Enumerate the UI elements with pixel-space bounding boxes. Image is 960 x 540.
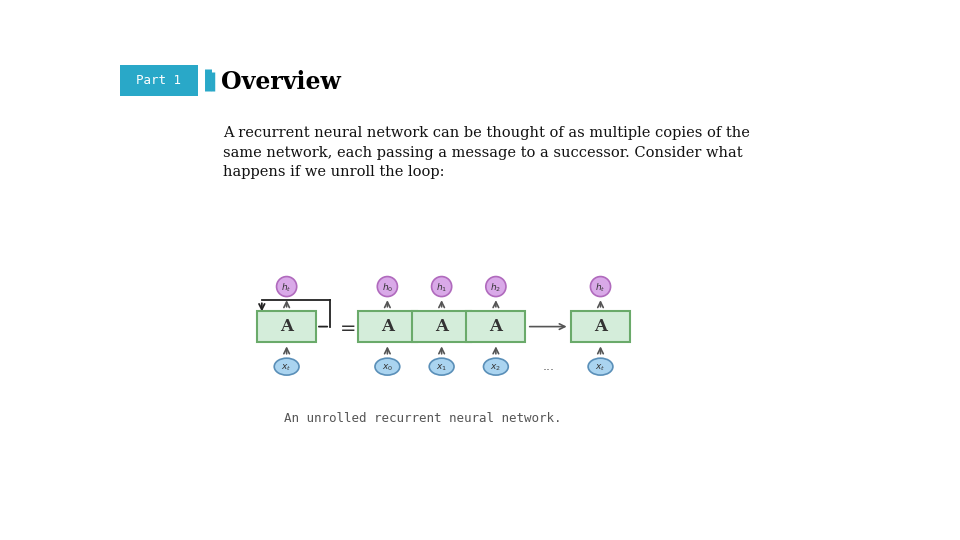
Ellipse shape	[377, 276, 397, 296]
Ellipse shape	[276, 276, 297, 296]
Bar	[358, 311, 417, 342]
Text: Overview: Overview	[221, 70, 341, 94]
Bar	[412, 311, 471, 342]
Text: $x_{1}$: $x_{1}$	[436, 362, 447, 373]
Ellipse shape	[590, 276, 611, 296]
Text: ...: ...	[542, 360, 555, 373]
Text: =: =	[341, 319, 357, 338]
Text: Part 1: Part 1	[136, 73, 181, 87]
Text: $x_{t}$: $x_{t}$	[595, 362, 606, 373]
Ellipse shape	[432, 276, 452, 296]
Text: $x_{2}$: $x_{2}$	[491, 362, 501, 373]
Text: $h_{1}$: $h_{1}$	[436, 281, 447, 294]
Bar	[257, 311, 316, 342]
Ellipse shape	[484, 358, 508, 375]
Ellipse shape	[486, 276, 506, 296]
Bar	[120, 65, 198, 96]
Text: $h_{t}$: $h_{t}$	[595, 281, 606, 294]
Ellipse shape	[375, 358, 399, 375]
Text: $h_{t}$: $h_{t}$	[281, 281, 292, 294]
Ellipse shape	[429, 358, 454, 375]
Text: $x_{t}$: $x_{t}$	[281, 362, 292, 373]
Text: $h_{0}$: $h_{0}$	[382, 281, 393, 294]
Text: $x_{0}$: $x_{0}$	[382, 362, 393, 373]
Text: A: A	[280, 318, 293, 335]
Text: A: A	[381, 318, 394, 335]
Text: A: A	[435, 318, 448, 335]
Text: $h_{2}$: $h_{2}$	[491, 281, 501, 294]
Ellipse shape	[588, 358, 612, 375]
Ellipse shape	[275, 358, 299, 375]
Text: An unrolled recurrent neural network.: An unrolled recurrent neural network.	[283, 413, 561, 426]
Bar	[571, 311, 630, 342]
Bar	[467, 311, 525, 342]
Text: A: A	[594, 318, 607, 335]
Text: A: A	[490, 318, 502, 335]
Text: A recurrent neural network can be thought of as multiple copies of the
same netw: A recurrent neural network can be though…	[223, 126, 750, 179]
